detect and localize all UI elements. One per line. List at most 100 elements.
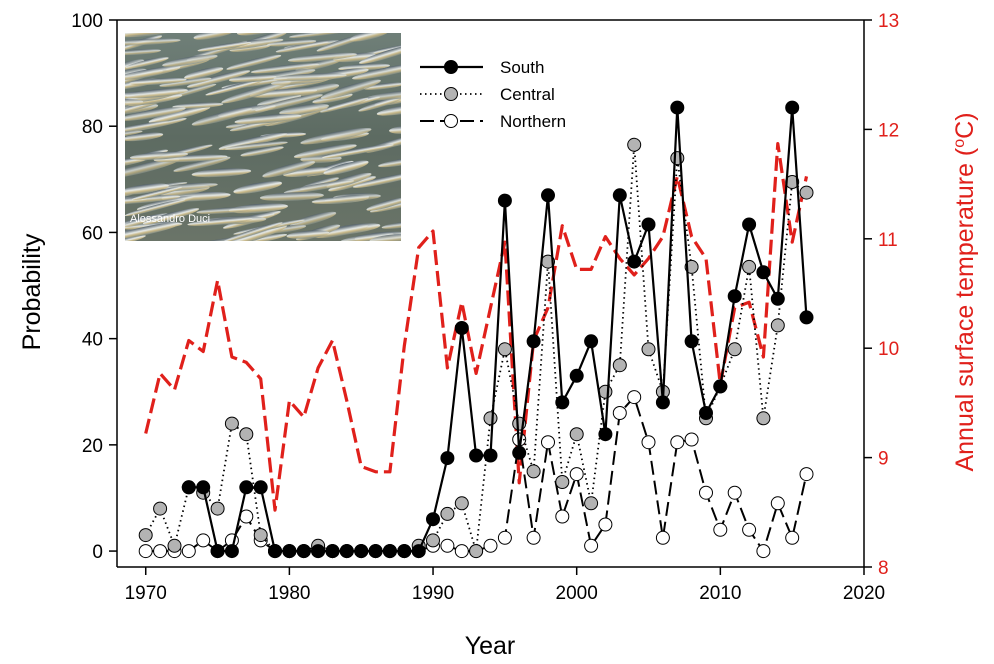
fish-body: [358, 43, 401, 64]
fish-body: [320, 79, 381, 100]
fish-shape: [125, 130, 143, 140]
fish-body: [125, 158, 180, 178]
fish-shape: [324, 195, 370, 203]
northern-point: [526, 530, 541, 545]
fish-shape: [257, 94, 302, 107]
fish-shape: [184, 67, 224, 80]
south-point: [670, 100, 685, 115]
fish-photo: [125, 23, 425, 241]
fish-shape: [125, 57, 169, 69]
south-point: [684, 334, 699, 349]
central-point: [569, 427, 584, 442]
fish-shape: [283, 180, 354, 194]
fish-shape: [129, 151, 189, 160]
temperature-series: [144, 142, 809, 512]
south-point: [497, 193, 512, 208]
central-point: [742, 259, 757, 274]
northern-point: [584, 538, 599, 553]
legend-central-label: Central: [500, 85, 555, 104]
fish-body: [125, 33, 170, 37]
fish-body: [129, 151, 189, 160]
fish-shape: [148, 106, 211, 124]
fish-body: [389, 125, 401, 134]
fish-body: [366, 197, 401, 211]
central-point: [727, 342, 742, 357]
south-point: [727, 289, 742, 304]
fish-shape: [255, 94, 323, 112]
y-tick-label: 0: [92, 542, 103, 563]
y2-tick-label: 10: [878, 339, 899, 360]
fish-body: [365, 89, 401, 101]
fish-body: [125, 213, 169, 228]
south-point: [512, 445, 527, 460]
south-point: [699, 406, 713, 420]
northern-point: [612, 406, 627, 420]
fish-body: [184, 67, 224, 80]
fish-body: [225, 141, 288, 151]
fish-shape: [125, 132, 164, 142]
fish-body: [349, 33, 390, 42]
fish-shape: [286, 230, 330, 239]
south-point: [598, 427, 613, 442]
fish-shape: [125, 213, 169, 228]
fish-shape: [221, 81, 291, 104]
south-point: [612, 188, 627, 203]
central-point: [454, 496, 469, 511]
south-point: [785, 100, 800, 115]
south-point: [555, 395, 570, 410]
south-point: [268, 544, 282, 559]
y-tick-label: 40: [82, 330, 103, 351]
fish-shape: [196, 207, 254, 214]
fish-body: [233, 181, 283, 194]
y-axis-ticks: 0 20 40 60 80 100: [71, 11, 117, 563]
fish-body: [324, 195, 370, 203]
fish-body: [125, 68, 148, 82]
y2-tick-label: 13: [878, 11, 899, 32]
fish-body: [129, 77, 187, 86]
fish-body: [191, 107, 253, 126]
central-point: [756, 411, 771, 426]
northern-point: [483, 538, 498, 553]
x-axis-ticks: 1970 1980 1990 2000 2010 2020: [125, 567, 885, 604]
fish-shape: [293, 144, 357, 159]
y2-axis-ticks: 8 9 10 11 12 13: [864, 11, 899, 579]
fish-body: [369, 234, 401, 241]
fish-shape: [314, 224, 369, 239]
fish-body: [250, 63, 319, 74]
south-point: [354, 544, 369, 559]
fish-body: [172, 102, 224, 109]
central-point: [224, 416, 239, 431]
fish-body: [125, 235, 146, 241]
fish-shape: [125, 235, 146, 241]
fish-body: [352, 172, 401, 188]
fish-shape: [381, 220, 401, 229]
fish-shape: [218, 133, 288, 150]
fish-shape: [374, 23, 425, 33]
fish-body: [197, 41, 252, 52]
northern-point: [181, 544, 196, 559]
photo-credit: Alessandro Duci: [130, 213, 210, 225]
fish-body: [125, 183, 169, 195]
fish-body: [162, 54, 218, 67]
northern-point: [699, 485, 713, 500]
northern-point: [153, 544, 168, 559]
fish-shape: [389, 125, 401, 134]
fish-shape: [240, 146, 284, 157]
y2-tick-label: 8: [878, 558, 889, 579]
northern-point: [742, 522, 757, 537]
fish-body: [240, 146, 284, 157]
fish-body: [223, 222, 283, 241]
northern-point: [440, 538, 455, 553]
fish-shape: [142, 208, 200, 225]
fish-body: [257, 94, 302, 107]
south-point: [713, 379, 728, 394]
south-point: [282, 544, 297, 559]
fish-body: [226, 54, 282, 70]
south-point: [469, 448, 484, 463]
fish-body: [125, 121, 169, 132]
fish-body: [173, 156, 231, 172]
fish-shape: [125, 59, 145, 77]
fish-shape: [289, 33, 359, 38]
fish-body: [381, 220, 401, 229]
central-point: [239, 427, 254, 442]
